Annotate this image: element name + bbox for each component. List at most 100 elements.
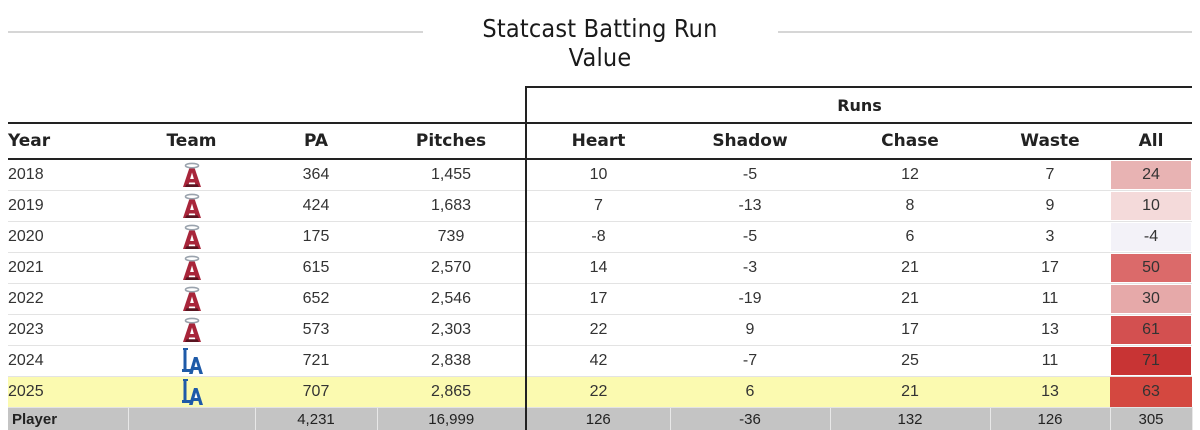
col-header-chase[interactable]: Chase [830, 123, 990, 159]
col-header-all[interactable]: All [1110, 123, 1192, 159]
dodgers-logo-icon [180, 378, 204, 406]
cell-all: 71 [1110, 346, 1192, 377]
col-header-pa[interactable]: PA [255, 123, 377, 159]
cell-heart: 10 [526, 159, 670, 191]
cell-year: 2025 [8, 377, 128, 408]
col-header-heart[interactable]: Heart [526, 123, 670, 159]
all-value-badge: -4 [1111, 223, 1191, 251]
totals-label: Player [8, 408, 128, 430]
totals-pitches: 16,999 [377, 408, 526, 430]
cell-heart: 14 [526, 253, 670, 284]
angels-logo-icon [181, 286, 203, 312]
cell-pa: 175 [255, 222, 377, 253]
cell-team [128, 253, 255, 284]
cell-pa: 424 [255, 191, 377, 222]
cell-waste: 7 [990, 159, 1110, 191]
col-header-team[interactable]: Team [128, 123, 255, 159]
cell-pitches: 2,303 [377, 315, 526, 346]
totals-chase: 132 [830, 408, 990, 430]
angels-logo-icon [181, 193, 203, 219]
group-spacer [8, 87, 526, 123]
cell-pa: 721 [255, 346, 377, 377]
cell-chase: 21 [830, 284, 990, 315]
cell-pitches: 739 [377, 222, 526, 253]
angels-logo-icon [181, 317, 203, 343]
dodgers-logo-icon [180, 347, 204, 375]
cell-all: 61 [1110, 315, 1192, 346]
cell-year: 2021 [8, 253, 128, 284]
cell-pitches: 1,683 [377, 191, 526, 222]
cell-heart: 7 [526, 191, 670, 222]
cell-team [128, 315, 255, 346]
cell-all: 24 [1110, 159, 1192, 191]
cell-year: 2023 [8, 315, 128, 346]
cell-waste: 11 [990, 284, 1110, 315]
col-header-year[interactable]: Year [8, 123, 128, 159]
cell-shadow: 6 [670, 377, 830, 408]
angels-logo-icon [181, 162, 203, 188]
col-header-pitches[interactable]: Pitches [377, 123, 526, 159]
all-value-badge: 61 [1111, 316, 1191, 344]
title-divider-left [8, 31, 423, 33]
cell-chase: 6 [830, 222, 990, 253]
cell-shadow: -7 [670, 346, 830, 377]
cell-waste: 11 [990, 346, 1110, 377]
cell-waste: 13 [990, 377, 1110, 408]
cell-heart: 22 [526, 377, 670, 408]
cell-all: 30 [1110, 284, 1192, 315]
runs-group-header: Runs [526, 87, 1192, 123]
title-area: Statcast Batting Run Value [0, 0, 1200, 60]
cell-shadow: -5 [670, 159, 830, 191]
all-value-badge: 10 [1111, 192, 1191, 220]
cell-pa: 364 [255, 159, 377, 191]
totals-team [128, 408, 255, 430]
all-value-badge: 24 [1111, 161, 1191, 189]
cell-heart: -8 [526, 222, 670, 253]
cell-waste: 3 [990, 222, 1110, 253]
title-divider-right [778, 31, 1192, 33]
cell-chase: 21 [830, 253, 990, 284]
cell-pitches: 2,865 [377, 377, 526, 408]
totals-pa: 4,231 [255, 408, 377, 430]
cell-team [128, 159, 255, 191]
cell-chase: 21 [830, 377, 990, 408]
batting-run-value-table: Runs Year Team PA Pitches Heart Shadow C… [8, 86, 1193, 430]
cell-pitches: 2,570 [377, 253, 526, 284]
cell-waste: 9 [990, 191, 1110, 222]
cell-all: 63 [1110, 377, 1192, 408]
all-value-badge: 50 [1111, 254, 1191, 282]
col-header-waste[interactable]: Waste [990, 123, 1110, 159]
col-header-shadow[interactable]: Shadow [670, 123, 830, 159]
angels-logo-icon [181, 224, 203, 250]
totals-shadow: -36 [670, 408, 830, 430]
totals-waste: 126 [990, 408, 1110, 430]
cell-all: -4 [1110, 222, 1192, 253]
cell-all: 50 [1110, 253, 1192, 284]
all-value-badge: 63 [1111, 378, 1191, 406]
totals-all: 305 [1110, 408, 1192, 430]
cell-year: 2020 [8, 222, 128, 253]
cell-heart: 42 [526, 346, 670, 377]
cell-team [128, 284, 255, 315]
cell-year: 2018 [8, 159, 128, 191]
cell-shadow: -5 [670, 222, 830, 253]
cell-all: 10 [1110, 191, 1192, 222]
cell-team [128, 222, 255, 253]
cell-chase: 25 [830, 346, 990, 377]
cell-year: 2019 [8, 191, 128, 222]
all-value-badge: 71 [1111, 347, 1191, 375]
cell-waste: 17 [990, 253, 1110, 284]
cell-chase: 12 [830, 159, 990, 191]
cell-pa: 573 [255, 315, 377, 346]
cell-heart: 22 [526, 315, 670, 346]
cell-pa: 707 [255, 377, 377, 408]
